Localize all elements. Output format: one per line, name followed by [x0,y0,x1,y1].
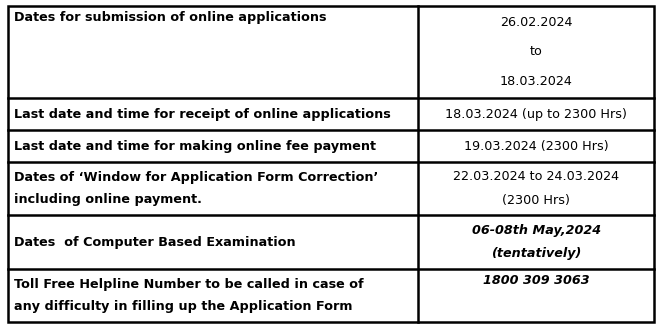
Text: to: to [530,46,543,58]
Text: 06-08th May,2024: 06-08th May,2024 [471,224,600,237]
Text: 18.03.2024: 18.03.2024 [500,75,573,88]
Text: Dates for submission of online applications: Dates for submission of online applicati… [14,11,326,24]
Text: 1800 309 3063: 1800 309 3063 [483,274,589,287]
Text: Dates  of Computer Based Examination: Dates of Computer Based Examination [14,236,295,249]
Text: 18.03.2024 (up to 2300 Hrs): 18.03.2024 (up to 2300 Hrs) [446,108,627,121]
Text: (tentatively): (tentatively) [491,247,581,260]
Text: Dates of ‘Window for Application Form Correction’
including online payment.: Dates of ‘Window for Application Form Co… [14,171,378,206]
Text: 22.03.2024 to 24.03.2024: 22.03.2024 to 24.03.2024 [453,171,619,183]
Text: (2300 Hrs): (2300 Hrs) [502,194,570,207]
Text: 26.02.2024: 26.02.2024 [500,16,573,29]
Text: Toll Free Helpline Number to be called in case of
any difficulty in filling up t: Toll Free Helpline Number to be called i… [14,278,363,313]
Text: Last date and time for making online fee payment: Last date and time for making online fee… [14,139,376,153]
Text: 19.03.2024 (2300 Hrs): 19.03.2024 (2300 Hrs) [464,139,608,153]
Text: Last date and time for receipt of online applications: Last date and time for receipt of online… [14,108,391,121]
